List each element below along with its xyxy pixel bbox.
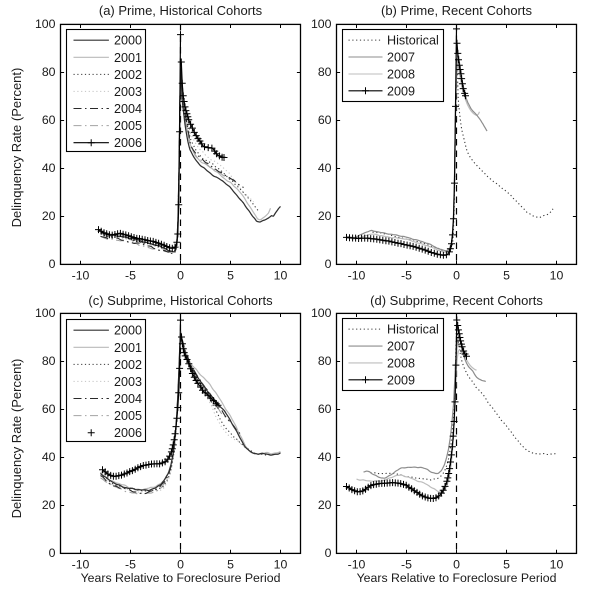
svg-text:100: 100 [35,17,56,31]
svg-text:0: 0 [177,269,184,283]
svg-text:(b) Prime, Recent Cohorts: (b) Prime, Recent Cohorts [381,3,532,18]
svg-text:40: 40 [318,450,332,464]
svg-text:2000: 2000 [114,34,142,48]
svg-text:2008: 2008 [387,356,415,370]
svg-text:Years Relative to Foreclosure: Years Relative to Foreclosure Period [81,571,281,585]
svg-text:80: 80 [318,354,332,368]
svg-text:0: 0 [325,257,332,271]
svg-text:-5: -5 [401,269,412,283]
svg-text:2000: 2000 [114,324,142,338]
svg-text:2006: 2006 [114,426,142,440]
svg-text:Historical: Historical [387,323,439,337]
svg-text:2009: 2009 [387,84,415,98]
svg-text:40: 40 [318,161,332,175]
svg-text:-10: -10 [72,558,90,572]
svg-text:0: 0 [177,558,184,572]
svg-text:-10: -10 [72,269,90,283]
svg-text:20: 20 [42,498,56,512]
svg-text:-10: -10 [348,269,366,283]
svg-text:Years Relative to Foreclosure: Years Relative to Foreclosure Period [357,571,557,585]
svg-text:2003: 2003 [114,85,142,99]
svg-text:40: 40 [42,450,56,464]
svg-text:2004: 2004 [114,102,142,116]
svg-text:2002: 2002 [114,358,142,372]
svg-text:20: 20 [42,209,56,223]
svg-text:80: 80 [318,65,332,79]
svg-text:0: 0 [49,546,56,560]
svg-text:Delinquency Rate (Percent): Delinquency Rate (Percent) [9,68,24,228]
svg-text:60: 60 [318,113,332,127]
svg-text:5: 5 [503,558,510,572]
svg-text:100: 100 [311,306,332,320]
svg-text:100: 100 [35,306,56,320]
svg-text:(c) Subprime, Historical Cohor: (c) Subprime, Historical Cohorts [88,293,273,308]
svg-text:2001: 2001 [114,341,142,355]
svg-text:(d) Subprime, Recent Cohorts: (d) Subprime, Recent Cohorts [370,293,543,308]
svg-text:20: 20 [318,498,332,512]
svg-text:Historical: Historical [387,34,439,48]
svg-text:100: 100 [311,17,332,31]
svg-text:-10: -10 [348,558,366,572]
svg-text:5: 5 [227,558,234,572]
svg-text:60: 60 [318,402,332,416]
svg-text:5: 5 [227,269,234,283]
svg-text:10: 10 [550,558,564,572]
svg-text:2005: 2005 [114,119,142,133]
svg-text:0: 0 [453,269,460,283]
svg-text:10: 10 [274,269,288,283]
svg-text:-5: -5 [125,269,136,283]
svg-text:60: 60 [42,402,56,416]
svg-text:80: 80 [42,354,56,368]
svg-text:2004: 2004 [114,392,142,406]
svg-text:0: 0 [325,546,332,560]
svg-text:2005: 2005 [114,409,142,423]
svg-text:10: 10 [550,269,564,283]
svg-text:5: 5 [503,269,510,283]
svg-text:2003: 2003 [114,375,142,389]
svg-text:-5: -5 [401,558,412,572]
svg-text:Delinquency Rate (Percent): Delinquency Rate (Percent) [9,359,24,519]
svg-text:0: 0 [453,558,460,572]
svg-text:10: 10 [274,558,288,572]
svg-text:40: 40 [42,161,56,175]
svg-text:2006: 2006 [114,136,142,150]
svg-text:2009: 2009 [387,373,415,387]
svg-text:0: 0 [49,257,56,271]
svg-text:80: 80 [42,65,56,79]
svg-text:2008: 2008 [387,68,415,82]
svg-text:2007: 2007 [387,340,415,354]
svg-text:2002: 2002 [114,68,142,82]
svg-text:20: 20 [318,209,332,223]
svg-text:60: 60 [42,113,56,127]
svg-text:(a) Prime, Historical Cohorts: (a) Prime, Historical Cohorts [99,3,263,18]
svg-text:-5: -5 [125,558,136,572]
svg-text:2007: 2007 [387,51,415,65]
svg-text:2001: 2001 [114,51,142,65]
